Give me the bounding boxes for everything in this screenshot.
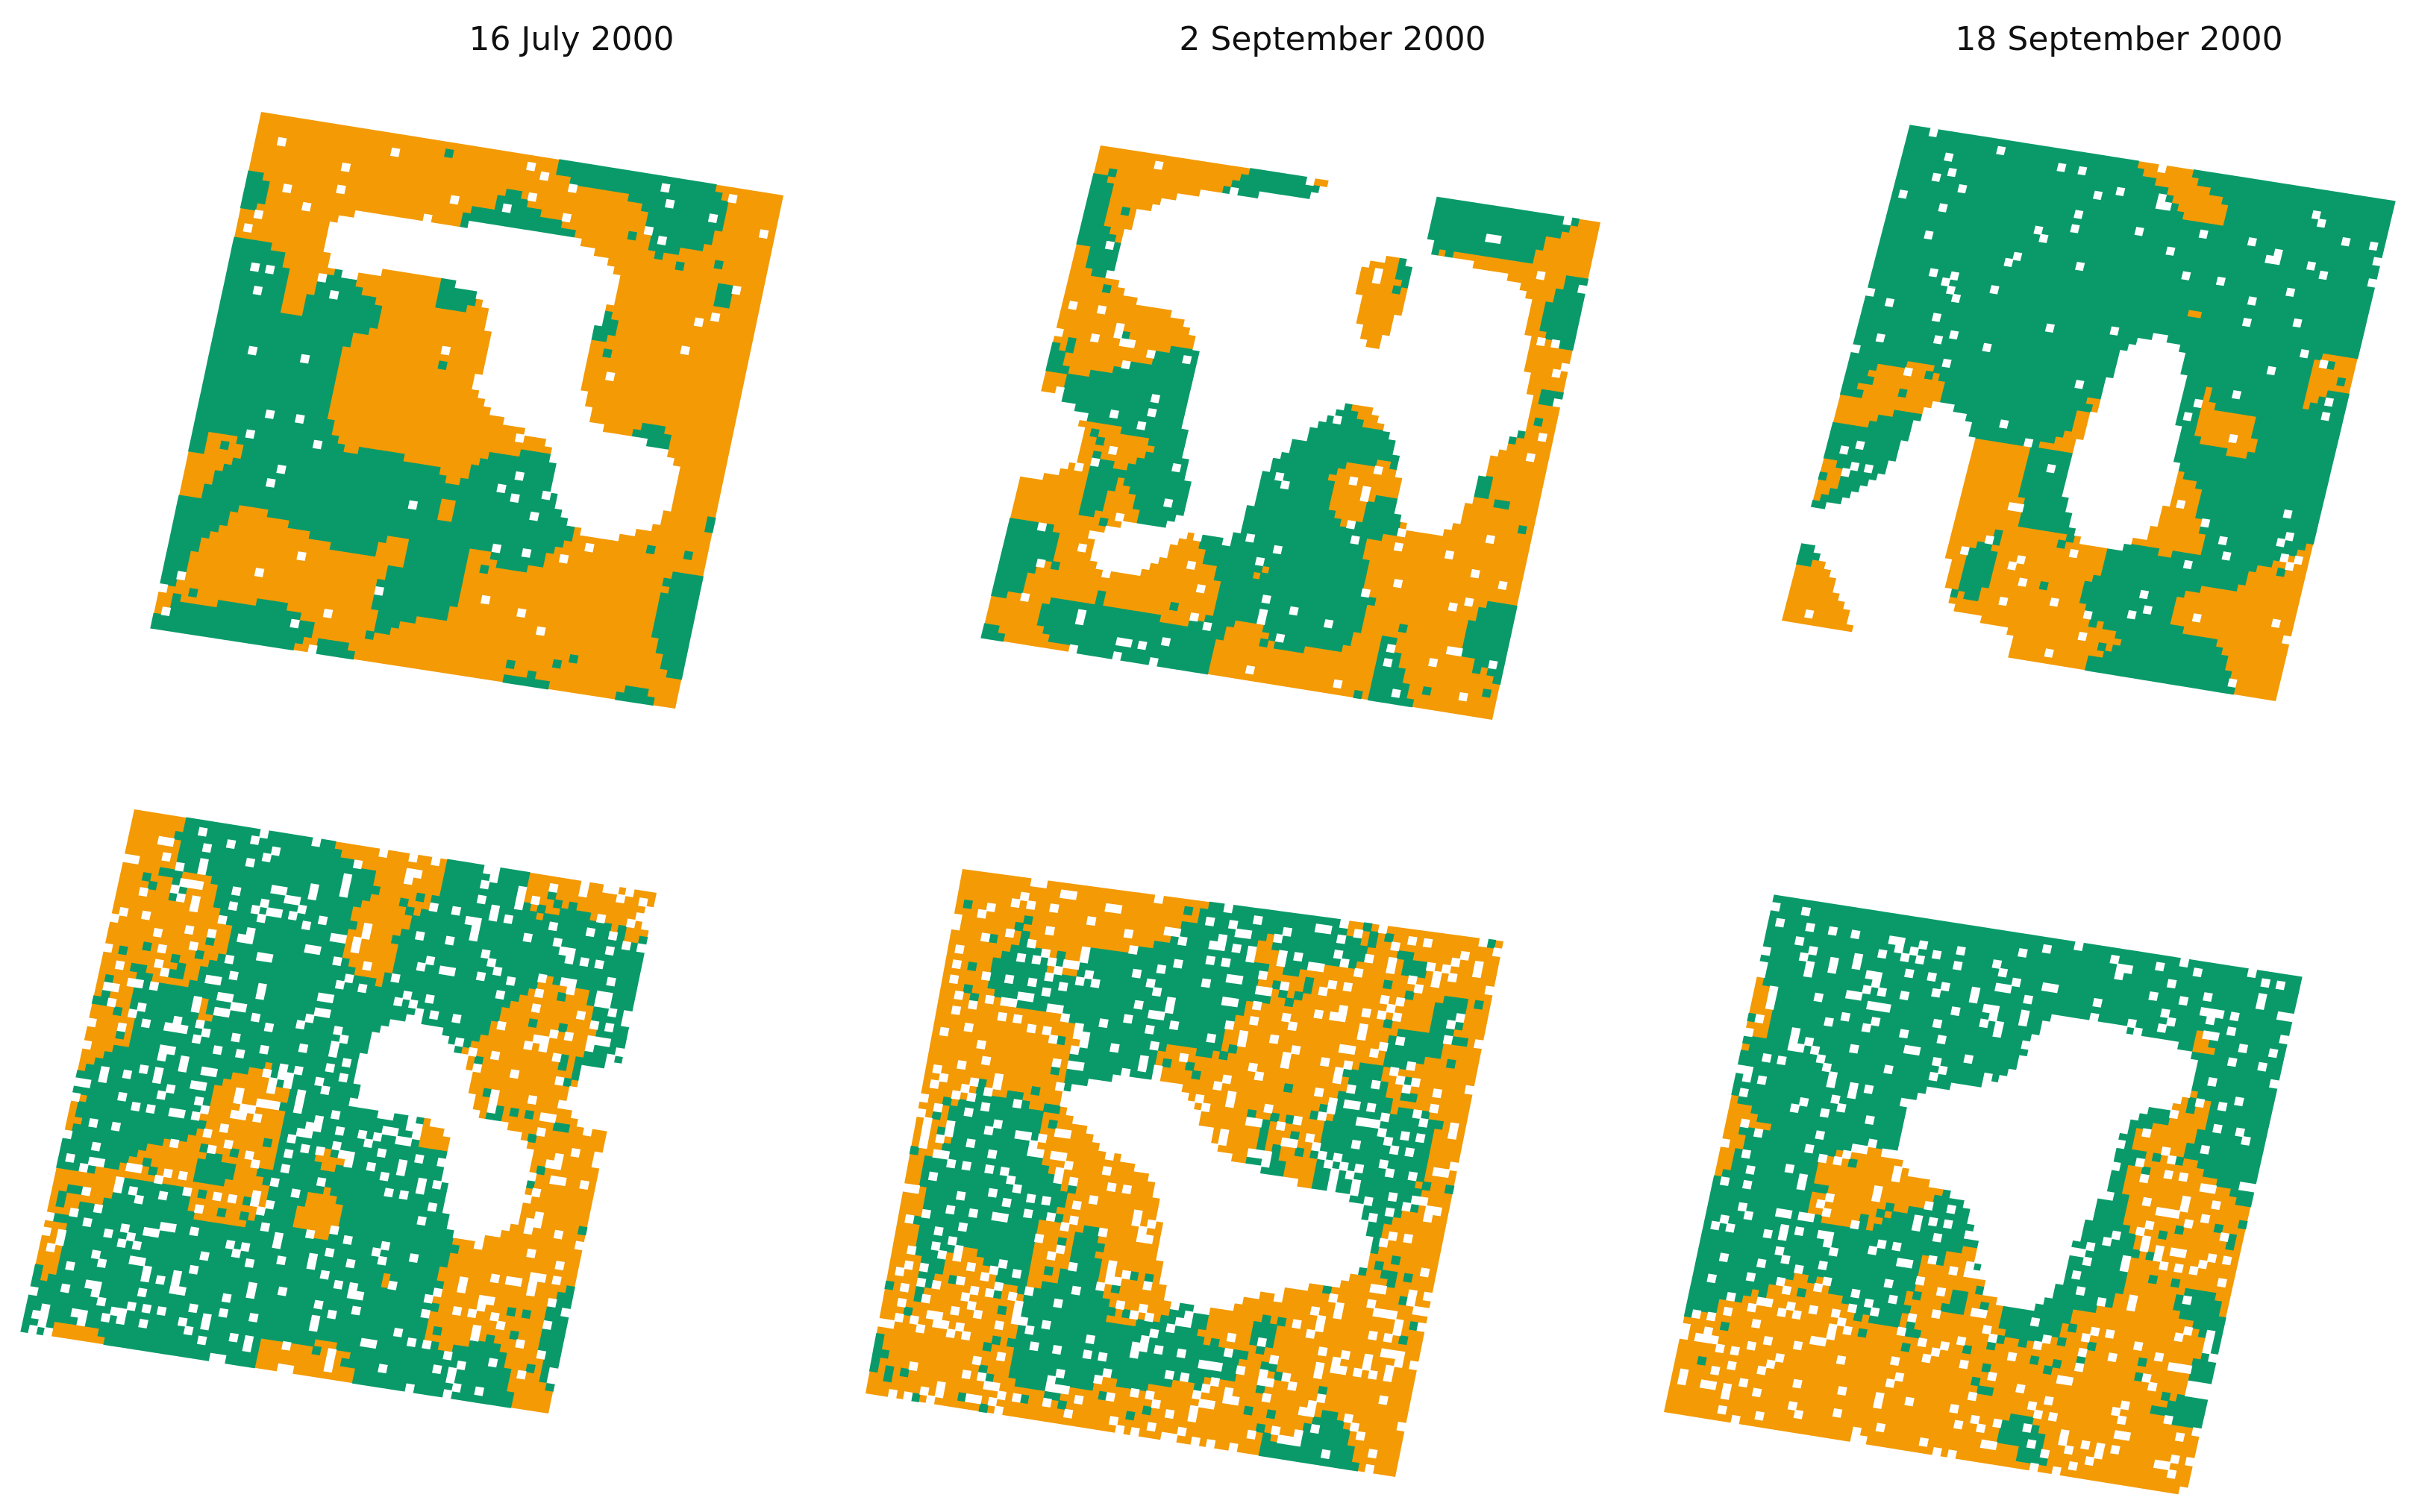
column-title-16-july: 16 July 2000: [469, 20, 675, 58]
map-panel-2-september-bottom: [866, 869, 1503, 1477]
no-data-area: [28, 826, 654, 1399]
map-background: [151, 112, 783, 709]
no-data-area: [877, 877, 1503, 1474]
map-panel-2-september-top: [980, 145, 1600, 720]
no-data-area: [1801, 128, 2382, 688]
no-data-area: [1019, 160, 1588, 702]
no-data-area: [157, 137, 769, 654]
map-panel-18-september-top: [1782, 125, 2396, 701]
map-panel-18-september-bottom: [1664, 894, 2303, 1496]
map-panel-16-july-bottom: [20, 809, 657, 1414]
column-title-18-september: 18 September 2000: [1955, 20, 2283, 58]
green-class-area: [868, 899, 1497, 1472]
column-title-2-september: 2 September 2000: [1179, 20, 1486, 58]
green-class-area: [150, 148, 734, 706]
no-data-area: [1677, 902, 2294, 1496]
green-class-area: [1795, 125, 2396, 695]
map-panel-16-july-top: [150, 112, 783, 709]
